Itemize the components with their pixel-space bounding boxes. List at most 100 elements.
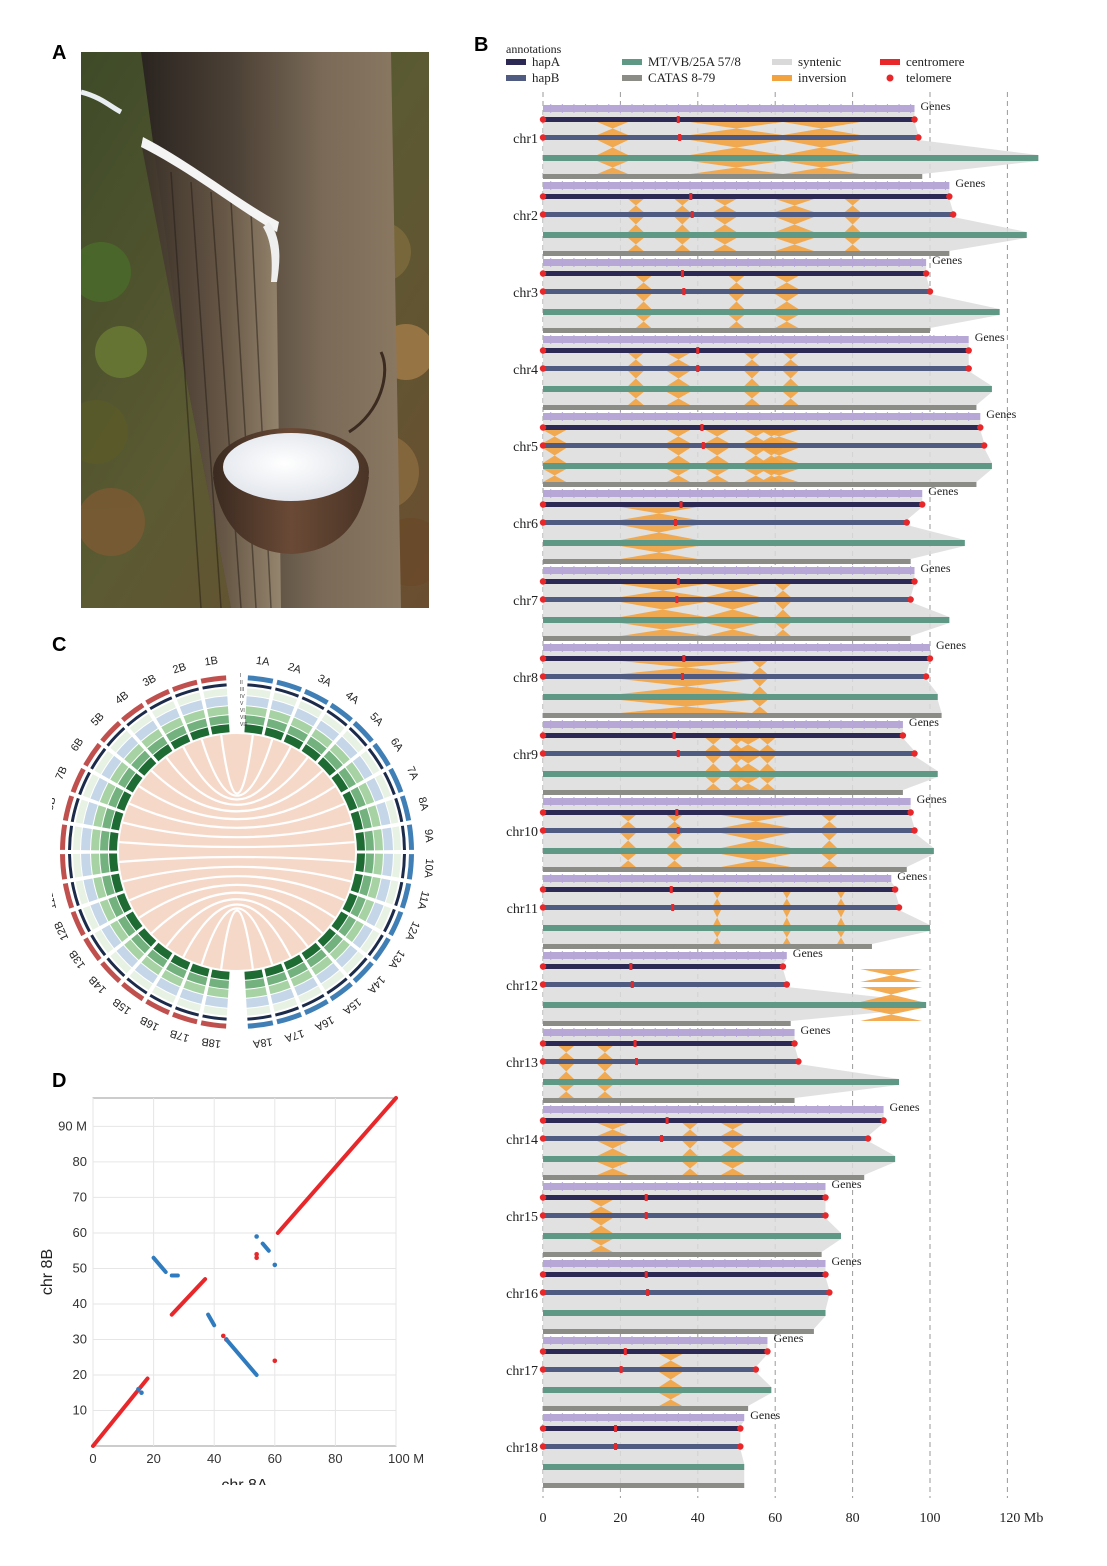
track-ring <box>316 963 340 984</box>
track-ring <box>165 962 187 979</box>
inversion-ribbon <box>759 430 799 443</box>
inversion-ribbon <box>782 371 799 386</box>
track-ring <box>352 924 373 949</box>
track-ring <box>111 873 124 893</box>
hap-b-segment-13B: 13B <box>67 911 143 971</box>
chromosome-label: chr11 <box>507 902 538 917</box>
telomere-dot <box>539 365 547 372</box>
track-catas-8-79 <box>543 867 907 872</box>
inversion-ribbon <box>597 122 629 135</box>
track-catas-8-79 <box>543 174 923 179</box>
link-gap <box>138 785 336 821</box>
alignment-point <box>139 1390 144 1396</box>
karyotype-band <box>329 981 353 1002</box>
track-ring <box>156 708 180 727</box>
inversion-ribbon <box>674 199 691 212</box>
track-ring <box>359 808 372 829</box>
syntenic-ribbon <box>543 1277 830 1290</box>
legend-label: telomere <box>906 70 952 85</box>
centromere-mark <box>646 1289 650 1296</box>
chromosome-label: 13A <box>386 948 407 971</box>
track-catas-8-79 <box>543 944 872 949</box>
track-hapb <box>543 289 930 294</box>
telomere-dot <box>737 1443 744 1450</box>
telomere-dot <box>946 193 953 200</box>
track-ring <box>316 720 340 741</box>
track-hapb <box>543 1290 830 1295</box>
x-axis-label: chr 8A <box>221 1477 268 1485</box>
syntenic-ribbon <box>543 343 969 348</box>
inversion-ribbon <box>736 756 760 771</box>
track-hapa <box>543 117 915 122</box>
legend-item-syntenic: syntenic <box>772 54 842 69</box>
inversion-ribbon <box>775 276 799 289</box>
latex-channel <box>141 137 279 232</box>
track-ring <box>174 1006 199 1017</box>
track-catas-8-79 <box>543 328 930 333</box>
track-ring <box>342 791 358 811</box>
track-ring <box>75 880 89 905</box>
genes-label: Genes <box>955 176 985 190</box>
track-hapb <box>543 443 985 448</box>
telomere-dot <box>737 1425 744 1432</box>
inversion-ribbon <box>705 602 760 617</box>
track-hapb <box>543 1367 756 1372</box>
syntenic-ribbon <box>543 728 903 733</box>
telomere-dot <box>539 1271 547 1278</box>
link-gap <box>182 903 292 958</box>
syntenic-ribbon <box>543 371 992 386</box>
track-hapb <box>543 520 907 525</box>
syntenic-ribbon <box>543 199 954 212</box>
inversion-ribbon <box>775 217 814 232</box>
chromosome-label: chr8 <box>513 671 538 686</box>
chromosome-label: 1B <box>204 655 219 669</box>
track-mt-vb-25a-57-8 <box>543 540 965 546</box>
inversion-ribbon <box>782 140 861 155</box>
inversion-ribbon <box>620 833 636 848</box>
y-tick-label: 30 <box>73 1331 87 1346</box>
inversion-ribbon <box>597 1123 629 1136</box>
inversion-ribbon <box>713 931 722 944</box>
inversion-ribbon <box>782 392 799 405</box>
track-ring <box>176 692 202 706</box>
telomere-dot <box>539 732 547 739</box>
inversion-ribbon <box>628 238 644 251</box>
inversion-ribbon <box>775 238 814 251</box>
centromere-mark <box>675 596 679 603</box>
track-mt-vb-25a-57-8 <box>543 1079 900 1085</box>
alignment-segment <box>224 1337 259 1377</box>
centromere-mark <box>623 1348 627 1355</box>
track-ring <box>364 830 374 851</box>
syntenic-ribbon <box>543 294 1000 309</box>
chromosome-block-chr16: Genes chr16 <box>506 1254 862 1334</box>
track-ring <box>358 782 375 805</box>
link-gap <box>128 875 346 902</box>
inversion-ribbon <box>837 910 845 925</box>
track-ring <box>78 908 91 933</box>
inversion-ribbon <box>782 910 791 925</box>
track-ring <box>275 1006 300 1017</box>
centromere-mark <box>673 519 677 526</box>
track-hapb <box>543 366 969 371</box>
telomere-dot <box>539 1366 547 1373</box>
telomere-dot <box>539 501 547 508</box>
centromere-mark <box>675 809 679 816</box>
track-ring <box>290 717 313 734</box>
inversion-ribbon <box>775 602 791 617</box>
chromosome-label: 14A <box>365 973 388 996</box>
telomere-dot <box>539 270 547 277</box>
axis-tick-label: 0 <box>540 1511 547 1526</box>
track-ring <box>392 853 401 878</box>
inversion-ribbon <box>628 392 644 405</box>
telomere-dot <box>779 963 787 970</box>
centromere-mark <box>680 673 684 680</box>
track-ring <box>350 811 363 831</box>
telomere-dot <box>911 827 918 834</box>
inversion-ribbon <box>744 353 760 366</box>
syntenic-ribbon <box>543 1372 772 1387</box>
karyotype-band <box>406 854 414 880</box>
track-hapa <box>543 348 969 353</box>
track-ring <box>348 957 368 978</box>
inversion-ribbon <box>860 969 923 982</box>
y-tick-label: 20 <box>73 1367 87 1382</box>
